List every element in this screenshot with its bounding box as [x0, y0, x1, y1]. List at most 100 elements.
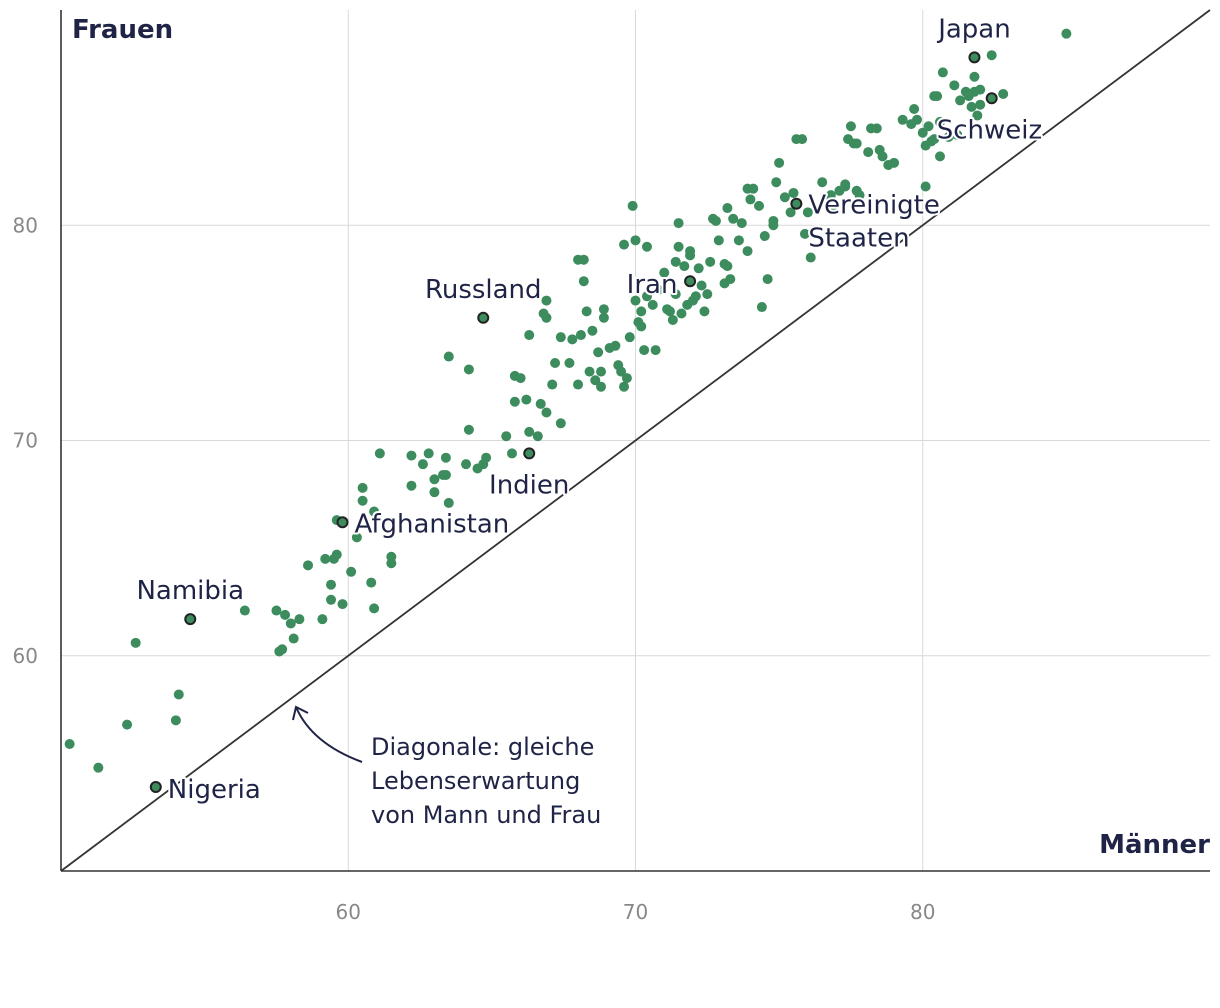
data-point: [667, 314, 678, 325]
data-point: [871, 123, 882, 134]
data-point: [733, 235, 744, 246]
x-axis-title: Männer: [1099, 830, 1210, 860]
data-point: [934, 116, 945, 127]
data-point: [949, 80, 960, 91]
data-point: [573, 379, 584, 390]
country-labels: Japan Schweiz Vereinigte Staaten Russland Ira…: [134, 12, 1044, 807]
data-point: [567, 334, 578, 345]
data-point: [351, 532, 362, 543]
data-point: [593, 347, 604, 358]
data-point: [357, 482, 368, 493]
data-point: [768, 220, 779, 231]
label-japan: Japan: [936, 14, 1011, 44]
data-point: [676, 308, 687, 319]
data-point: [998, 88, 1009, 99]
data-point: [889, 157, 900, 168]
highlight-point-schweiz: [985, 92, 998, 105]
data-point: [64, 739, 75, 750]
data-point: [934, 151, 945, 162]
data-point: [745, 194, 756, 205]
data-point: [429, 487, 440, 498]
data-point: [627, 200, 638, 211]
data-point: [647, 299, 658, 310]
y-tick-label: 60: [13, 644, 38, 668]
label-nigeria: Nigeria: [168, 775, 261, 805]
data-point: [501, 431, 512, 442]
data-point: [779, 192, 790, 203]
data-point: [802, 207, 813, 218]
data-point: [673, 218, 684, 229]
highlight-point-vereinigte-staaten: [790, 197, 803, 210]
data-point: [636, 321, 647, 332]
data-point: [630, 295, 641, 306]
data-point: [693, 263, 704, 274]
data-point: [952, 129, 963, 140]
data-point: [239, 605, 250, 616]
label-indien: Indien: [489, 470, 569, 500]
data-point: [659, 267, 670, 278]
data-point: [509, 396, 520, 407]
axes: [60, 10, 1210, 872]
highlight-point-indien: [523, 447, 536, 460]
data-point: [728, 213, 739, 224]
data-point: [909, 104, 920, 115]
data-point: [598, 312, 609, 323]
data-point: [443, 497, 454, 508]
data-point: [702, 289, 713, 300]
data-point: [555, 332, 566, 343]
label-russland: Russland: [425, 275, 542, 305]
data-point: [406, 450, 417, 461]
data-point: [653, 284, 664, 295]
data-point: [920, 181, 931, 192]
data-point: [690, 291, 701, 302]
y-axis-title: Frauen: [72, 15, 173, 45]
data-point: [641, 241, 652, 252]
data-point: [406, 480, 417, 491]
data-point: [280, 609, 291, 620]
data-point: [759, 231, 770, 242]
data-point: [1061, 28, 1072, 39]
data-point: [705, 256, 716, 267]
data-point: [670, 256, 681, 267]
data-point: [774, 157, 785, 168]
highlight-point-namibia: [184, 613, 197, 626]
data-point: [122, 719, 133, 730]
data-point: [854, 190, 865, 201]
data-point: [969, 71, 980, 82]
data-point: [564, 358, 575, 369]
data-point: [639, 345, 650, 356]
data-point: [696, 280, 707, 291]
data-point: [346, 566, 357, 577]
data-point: [624, 332, 635, 343]
annotation-arrowhead: [292, 705, 309, 721]
data-point: [736, 218, 747, 229]
data-point: [374, 448, 385, 459]
data-point: [966, 101, 977, 112]
data-point: [650, 345, 661, 356]
data-point: [581, 306, 592, 317]
data-point: [532, 431, 543, 442]
data-point: [357, 495, 368, 506]
data-point: [840, 179, 851, 190]
data-point: [851, 138, 862, 149]
data-point: [130, 637, 141, 648]
data-point: [337, 599, 348, 610]
data-point: [320, 553, 331, 564]
data-point: [598, 304, 609, 315]
data-point: [366, 577, 377, 588]
data-point: [555, 418, 566, 429]
data-point: [326, 579, 337, 590]
data-point: [575, 330, 586, 341]
data-point: [828, 205, 839, 216]
data-point: [463, 424, 474, 435]
data-point: [754, 200, 765, 211]
data-point: [386, 551, 397, 562]
data-point: [541, 407, 552, 418]
data-point: [173, 689, 184, 700]
data-point: [369, 506, 380, 517]
annotation-arrow: [295, 706, 363, 763]
data-point: [762, 274, 773, 285]
data-point: [587, 325, 598, 336]
label-iran: Iran: [627, 270, 678, 300]
data-point: [725, 274, 736, 285]
